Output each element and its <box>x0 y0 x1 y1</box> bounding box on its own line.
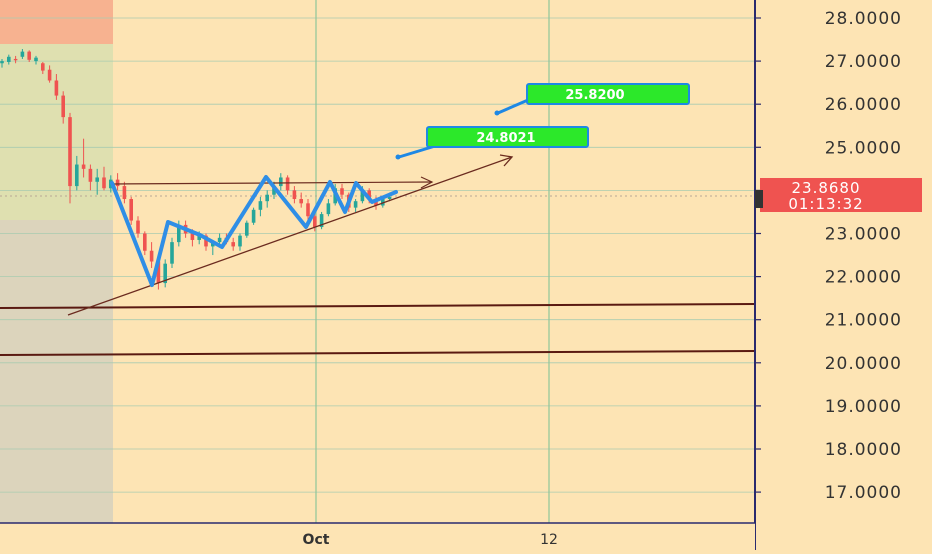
candle-body <box>340 188 344 195</box>
candle-body <box>211 242 215 247</box>
candle-body <box>360 190 365 202</box>
current-price-badge <box>760 178 922 212</box>
candle-body <box>47 69 52 81</box>
candle-body <box>190 233 195 240</box>
candle-body <box>163 263 167 284</box>
candle-body <box>102 177 106 189</box>
candle-body <box>95 177 99 182</box>
candle-body <box>387 196 392 200</box>
candle-body <box>170 242 174 264</box>
y-tick-label: 28.0000 <box>825 9 902 29</box>
x-tick-12: 12 <box>540 532 558 548</box>
y-tick-label: 20.0000 <box>825 354 902 374</box>
candle-body <box>27 51 31 60</box>
zone-red-top <box>0 0 113 44</box>
candle-body <box>7 56 11 62</box>
candle-body <box>292 190 297 200</box>
target-callout-point-2 <box>395 154 401 160</box>
candle-body <box>149 250 154 262</box>
horizontal-arrowhead <box>420 176 434 189</box>
candle-body <box>129 199 133 221</box>
candle-body <box>326 203 331 215</box>
x-tick-oct: Oct <box>303 532 330 548</box>
candle-body <box>177 224 181 243</box>
chart-background <box>0 0 755 523</box>
candle-body <box>299 199 303 204</box>
candle-body <box>231 242 235 247</box>
candle-body <box>143 233 147 251</box>
y-tick-label: 17.0000 <box>825 483 902 503</box>
candle-body <box>61 95 65 118</box>
candle-body <box>156 261 161 284</box>
candle-body <box>75 164 79 187</box>
candle-body <box>136 220 140 234</box>
target-label-box-1[interactable] <box>526 83 690 105</box>
zone-gray-bottom <box>0 220 113 523</box>
candle-body <box>88 168 93 182</box>
zone-green-mid <box>0 44 113 220</box>
current-price-badge-tab <box>755 190 763 208</box>
blue-zigzag-wave[interactable] <box>110 175 398 287</box>
candle-body <box>122 186 127 200</box>
candle-body <box>0 61 4 64</box>
candle-body <box>238 235 242 247</box>
support-level-1[interactable] <box>0 303 756 309</box>
candle-body <box>367 190 371 200</box>
candle-body <box>217 237 222 243</box>
candle-body <box>245 222 249 236</box>
candle-body <box>81 164 86 169</box>
target-label-1: 25.8200 <box>565 88 624 103</box>
candle-body <box>381 199 385 206</box>
candle-body <box>197 235 201 240</box>
time-axis[interactable] <box>0 523 755 550</box>
y-tick-label: 18.0000 <box>825 440 902 460</box>
candle-body <box>34 57 38 62</box>
candle-body <box>313 216 317 228</box>
target-label-box-2[interactable] <box>426 126 589 148</box>
ascending-trendline[interactable] <box>67 156 513 316</box>
candle-body <box>204 235 208 247</box>
trendline-arrowhead <box>499 154 514 167</box>
y-tick-label: 19.0000 <box>825 397 902 417</box>
candle-body <box>319 214 324 228</box>
y-tick-label: 21.0000 <box>825 311 902 331</box>
candle-body <box>20 51 25 57</box>
candle-body <box>279 177 283 187</box>
candle-body <box>41 63 45 71</box>
y-tick-label: 26.0000 <box>825 95 902 115</box>
candle-body <box>54 80 59 96</box>
y-tick-label: 23.0000 <box>825 225 902 245</box>
y-tick-label: 22.0000 <box>825 268 902 288</box>
current-price-label: 23.8680 <box>791 179 860 197</box>
candle-body <box>272 186 276 195</box>
candle-body <box>265 194 269 202</box>
price-axis[interactable] <box>755 0 932 550</box>
countdown-label: 01:13:32 <box>788 195 863 213</box>
target-label-2: 24.8021 <box>476 131 535 146</box>
grid-lines <box>0 17 755 493</box>
candle-body <box>251 209 256 223</box>
candle-body <box>353 201 358 208</box>
candle-body <box>115 179 120 187</box>
candle-body <box>13 58 18 61</box>
y-tick-label: 27.0000 <box>825 52 902 72</box>
candle-body <box>306 203 310 217</box>
support-level-2[interactable] <box>0 350 756 356</box>
y-tick-label: 25.0000 <box>825 138 902 158</box>
candle-body <box>68 117 72 187</box>
candle-body <box>258 201 263 210</box>
target-callout-point-1 <box>494 110 500 116</box>
candle-body <box>285 177 290 191</box>
